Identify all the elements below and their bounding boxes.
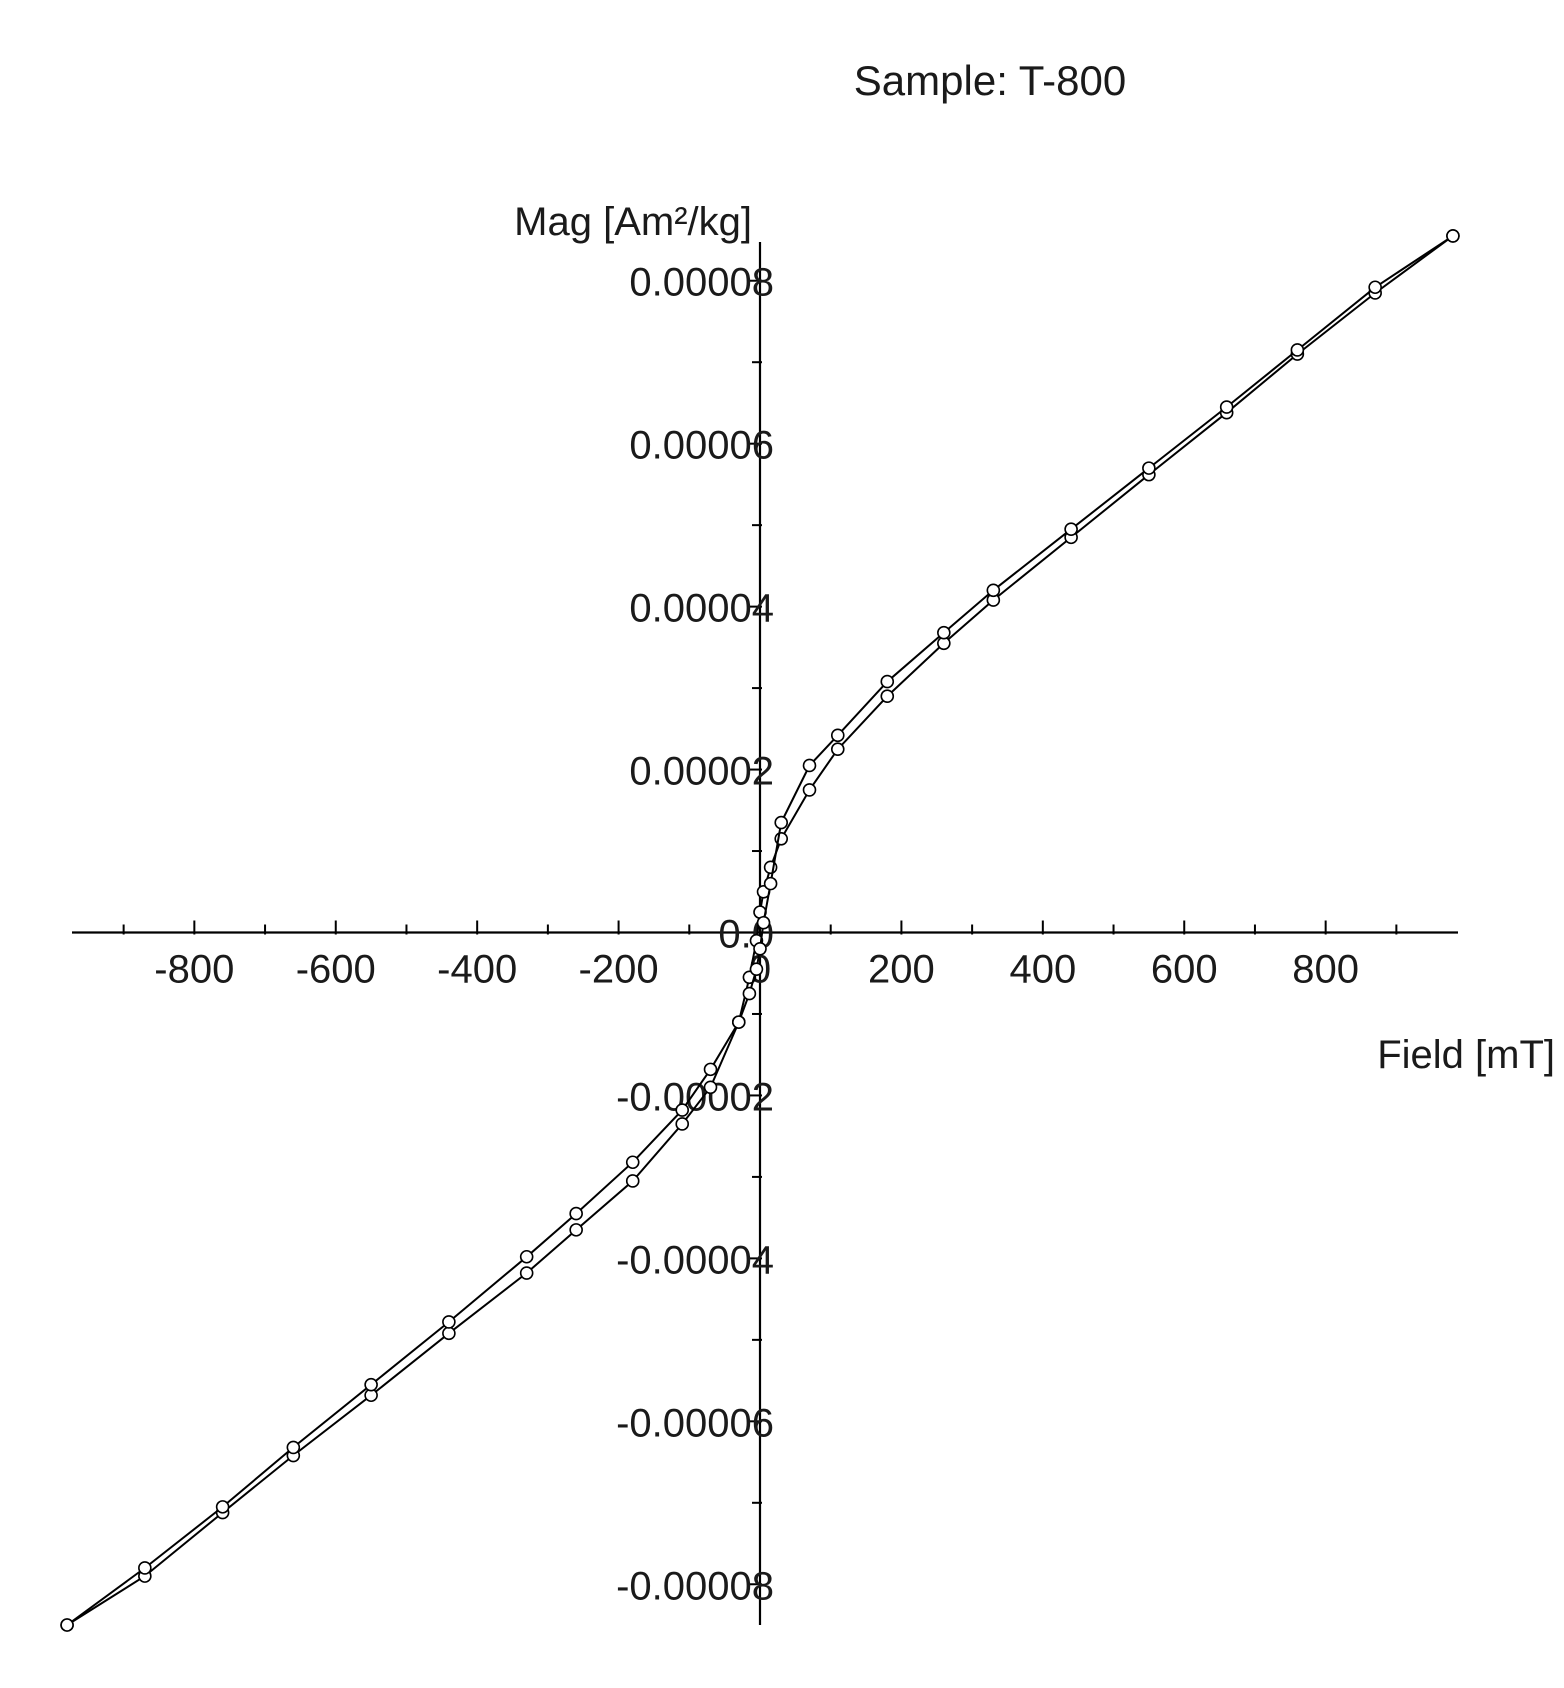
data-point	[442, 1315, 456, 1329]
data-point	[830, 742, 845, 756]
data-point	[731, 1015, 746, 1029]
data-point	[286, 1440, 301, 1455]
data-point	[60, 1618, 74, 1632]
x-tick-label: 600	[1151, 948, 1218, 992]
x-tick-label: -800	[154, 948, 234, 992]
data-point	[802, 783, 817, 797]
data-point	[364, 1377, 378, 1392]
data-point	[703, 1080, 718, 1095]
data-point	[756, 915, 771, 930]
data-point	[519, 1249, 534, 1264]
data-point	[625, 1174, 640, 1188]
data-point	[1290, 343, 1305, 357]
data-point	[215, 1500, 230, 1514]
data-point	[569, 1223, 583, 1237]
data-point	[749, 962, 764, 976]
x-tick-label: -200	[579, 948, 659, 992]
data-point	[1219, 400, 1234, 414]
data-point	[569, 1206, 583, 1221]
y-tick-label: -0.00008	[616, 1564, 774, 1608]
x-axis-title: Field [mT]	[1377, 1033, 1555, 1077]
data-point	[763, 876, 778, 891]
series-layer	[60, 229, 1460, 1632]
data-point	[442, 1326, 456, 1341]
x-tick-label: -400	[437, 948, 517, 992]
data-point	[986, 583, 1001, 598]
data-point	[1142, 461, 1156, 475]
chart-title: Sample: T-800	[854, 57, 1126, 104]
data-point	[937, 625, 951, 640]
y-tick-label: 0.00002	[629, 750, 774, 794]
axes: -800-600-400-2000200400600800-0.00008-0.…	[72, 242, 1458, 1625]
y-tick-label: 0.00008	[629, 261, 774, 305]
x-tick-label: 800	[1292, 948, 1359, 992]
y-tick-label: 0.00006	[629, 424, 774, 468]
data-point	[625, 1155, 640, 1170]
data-point	[774, 815, 789, 830]
y-tick-label: -0.00006	[616, 1401, 774, 1445]
data-point	[753, 941, 767, 956]
y-axis-title: Mag [Am²/kg]	[514, 200, 752, 244]
data-point	[138, 1561, 152, 1575]
data-point	[519, 1266, 534, 1280]
x-tick-label: -600	[296, 948, 376, 992]
y-tick-label: -0.00004	[616, 1238, 774, 1282]
data-point	[1368, 280, 1382, 295]
data-point	[1064, 522, 1078, 537]
data-point	[880, 674, 895, 689]
y-tick-label: -0.00002	[616, 1075, 774, 1119]
y-tick-label: 0.00004	[629, 587, 774, 631]
data-point	[675, 1117, 690, 1131]
data-point	[802, 758, 817, 773]
data-point	[675, 1103, 690, 1117]
data-point	[1446, 229, 1460, 243]
data-point	[880, 689, 895, 704]
x-tick-label: 400	[1009, 948, 1076, 992]
x-tick-label: 200	[868, 948, 935, 992]
data-point	[830, 728, 845, 743]
data-point	[703, 1062, 718, 1077]
data-point	[742, 986, 757, 1001]
